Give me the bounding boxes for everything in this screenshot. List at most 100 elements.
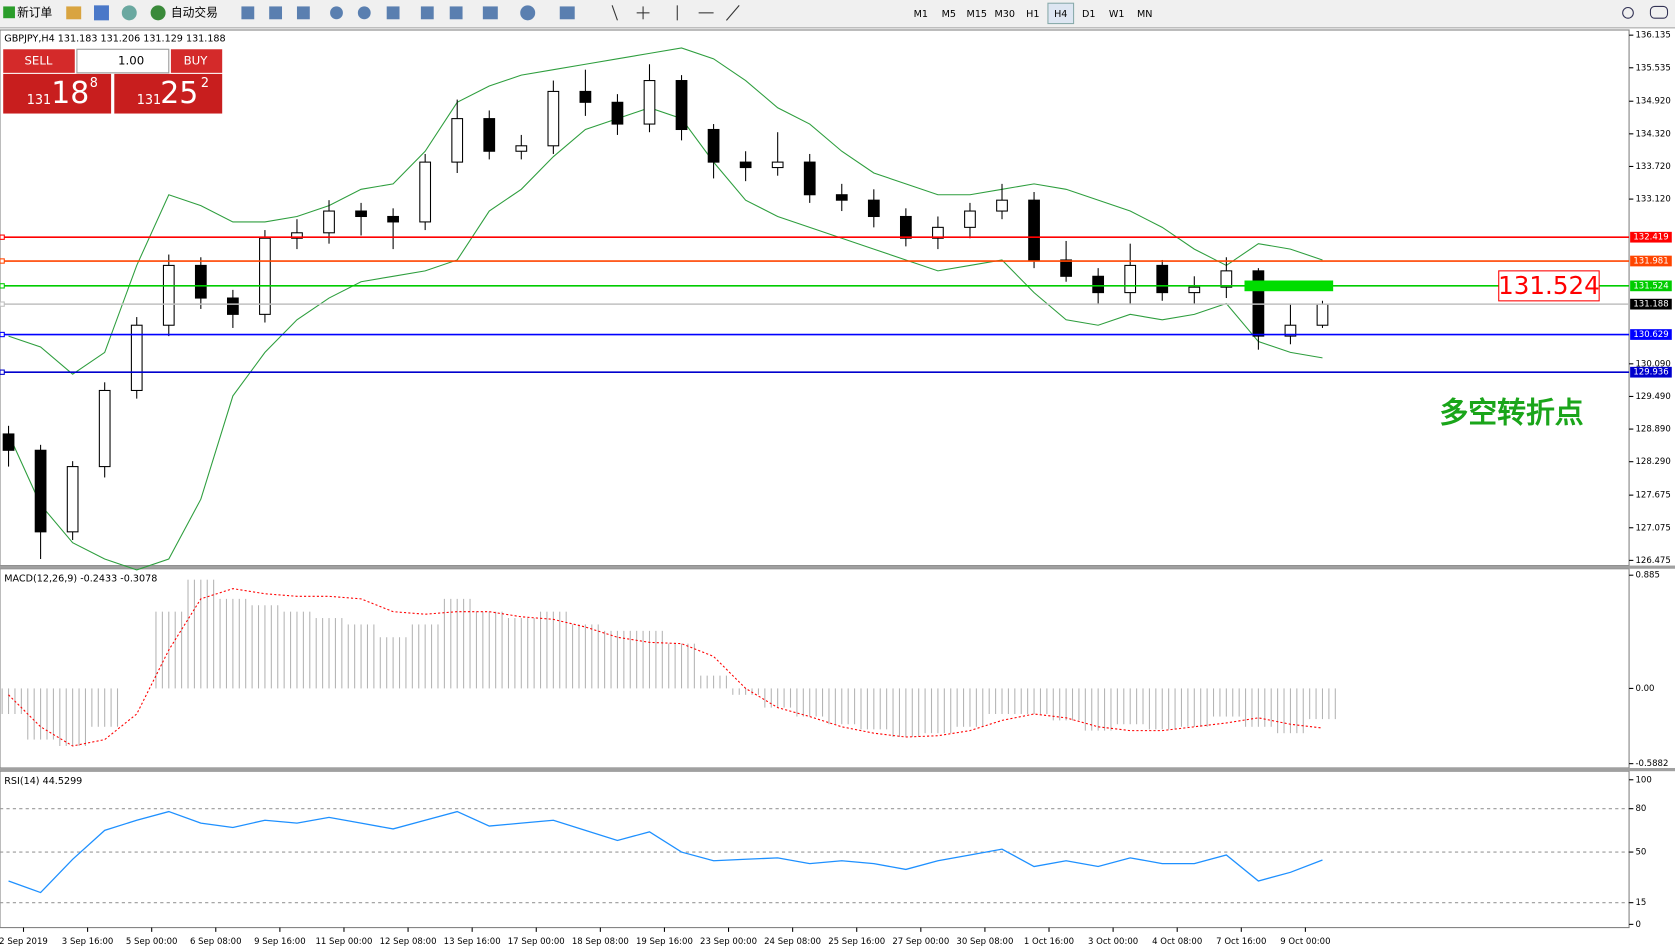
timeframe-button[interactable]: M30 [995, 9, 1016, 20]
ask-box[interactable] [114, 73, 223, 114]
timeframe-button[interactable]: M5 [942, 9, 956, 20]
candle-body [227, 297, 239, 315]
candle-body [355, 210, 367, 218]
cursor-tool[interactable] [611, 5, 618, 21]
y-tick-label: 100 [1635, 775, 1651, 785]
y-tick-label: 133.120 [1635, 195, 1670, 205]
tool-icon[interactable] [482, 6, 498, 20]
search[interactable] [1622, 6, 1634, 19]
tool-icon[interactable] [94, 5, 109, 21]
tool-icon[interactable] [386, 6, 400, 20]
tool-icon[interactable] [269, 6, 283, 20]
x-tick-label: 3 Oct 00:00 [1088, 937, 1138, 947]
lot-input[interactable] [76, 48, 170, 74]
new-order-button[interactable]: 新订单 [17, 5, 52, 19]
level-price-box [1630, 298, 1672, 310]
chat[interactable] [1649, 5, 1669, 19]
tool-icon[interactable] [520, 5, 536, 21]
level-price-box [1630, 255, 1672, 267]
candle-body [419, 161, 432, 223]
timeframe-button[interactable]: M1 [914, 9, 928, 20]
rsi-header: RSI(14) 44.5299 [4, 776, 82, 787]
x-tick-label: 4 Oct 08:00 [1152, 937, 1202, 947]
zoom-out[interactable] [357, 6, 371, 20]
tool-icon[interactable] [559, 6, 575, 20]
timeframe-button[interactable]: M15 [967, 9, 988, 20]
new-order-icon[interactable] [3, 6, 15, 19]
level-anchor [0, 283, 5, 289]
tool-icon[interactable] [420, 6, 434, 20]
auto-trading-button[interactable]: 自动交易 [171, 5, 218, 19]
y-tick-label: 50 [1635, 848, 1646, 858]
ask-pips: 25 [160, 76, 198, 111]
x-tick-label: 25 Sep 16:00 [828, 937, 885, 947]
timeframe-button[interactable]: D1 [1082, 9, 1095, 20]
tool-icon[interactable] [121, 5, 137, 21]
bid-big-figure: 131 [27, 93, 51, 108]
level-anchor [0, 331, 5, 338]
tool-icon[interactable] [449, 6, 463, 20]
candle-body [707, 128, 720, 163]
x-tick-label: 9 Sep 16:00 [254, 937, 306, 947]
level-price-box [1630, 329, 1672, 340]
candle-body [451, 118, 464, 163]
x-tick-label: 12 Sep 08:00 [380, 937, 437, 947]
sell-button[interactable] [3, 49, 75, 73]
candle-body [932, 226, 944, 239]
candle-body [323, 210, 335, 234]
bid-box[interactable] [3, 73, 112, 114]
auto-trading-icon[interactable] [150, 5, 166, 21]
candle-body [66, 466, 79, 533]
candle-body [996, 199, 1008, 212]
candle-body [483, 118, 496, 152]
zoom-in[interactable] [330, 6, 343, 20]
x-tick-label: 18 Sep 08:00 [572, 937, 629, 947]
x-tick-label: 1 Oct 16:00 [1024, 937, 1074, 947]
rsi-line [8, 810, 1323, 894]
level-price-label: 131.188 [1633, 300, 1668, 310]
level-price-label: 130.629 [1633, 330, 1668, 340]
level-price-box [1630, 231, 1672, 243]
macd-panel [0, 568, 1630, 769]
level-price-label: 131.981 [1633, 257, 1668, 267]
x-tick-label: 9 Oct 00:00 [1280, 937, 1330, 947]
timeframe-button[interactable]: H4 [1054, 9, 1067, 20]
candle-body [964, 210, 976, 228]
x-tick-label: 3 Sep 16:00 [62, 937, 114, 947]
ask-point: 2 [201, 76, 209, 91]
ask-big-figure: 131 [137, 93, 161, 108]
y-tick-label: 126.475 [1635, 556, 1670, 566]
bid-point: 8 [90, 76, 98, 91]
tool-icon[interactable] [241, 6, 255, 20]
candle-body [1316, 303, 1329, 326]
tool-icon[interactable] [66, 6, 82, 20]
candle-body [579, 90, 592, 103]
timeframe-button[interactable]: MN [1137, 9, 1152, 20]
annotation: 多空转折点 [1439, 395, 1583, 429]
level-price-box [1630, 280, 1672, 292]
drawing-tools [611, 5, 740, 21]
candle-body [1188, 286, 1201, 294]
panel-separator [0, 767, 1675, 772]
sell-label[interactable]: SELL [24, 54, 52, 68]
candle-body [98, 389, 111, 468]
candle-body [291, 232, 303, 239]
y-tick-label: 133.720 [1635, 162, 1670, 172]
x-tick-label: 27 Sep 00:00 [892, 937, 949, 947]
y-tick-label: 127.675 [1635, 491, 1670, 501]
turning-zone [1244, 280, 1334, 292]
candle-body [547, 90, 560, 147]
timeframe-button[interactable]: W1 [1109, 9, 1125, 20]
timeframe-button[interactable]: H1 [1026, 9, 1039, 20]
lot-value[interactable]: 1.00 [118, 54, 144, 68]
buy-button[interactable] [170, 49, 223, 73]
trendline-tool[interactable] [725, 5, 740, 21]
y-tick-label: 130.090 [1635, 359, 1670, 369]
candle-body [1156, 264, 1169, 294]
y-tick-label: 127.075 [1635, 523, 1670, 533]
buy-label[interactable]: BUY [184, 54, 209, 68]
tool-icon[interactable] [296, 6, 310, 20]
bollinger-band [8, 107, 1323, 571]
